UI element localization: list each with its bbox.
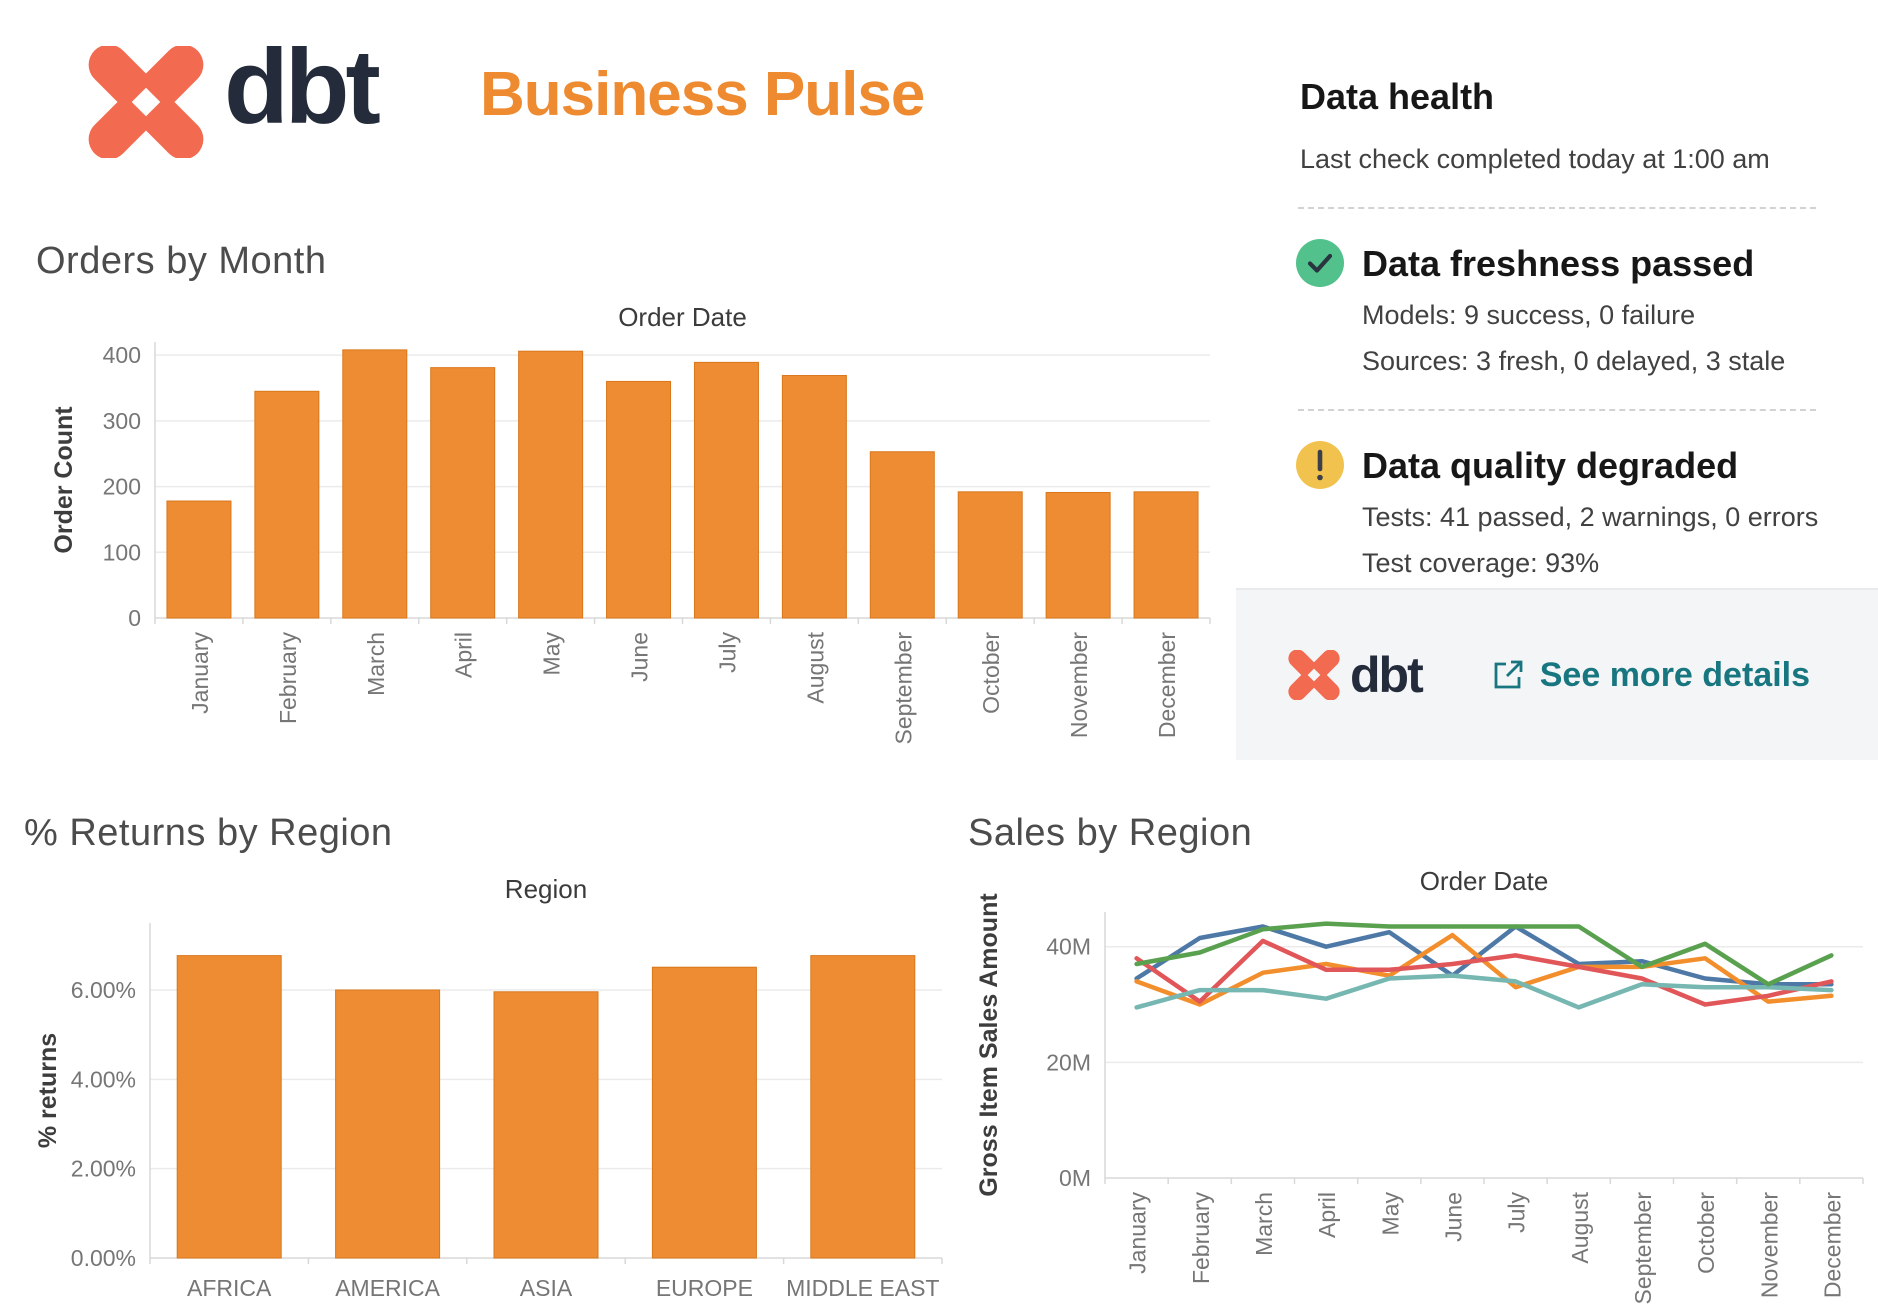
dashed-divider: [1298, 207, 1816, 209]
y-tick-label: 2.00%: [71, 1156, 136, 1182]
last-check-text: Last check completed today at 1:00 am: [1300, 144, 1770, 174]
x-tick-label: May: [539, 632, 565, 676]
x-tick-label: December: [1819, 1192, 1845, 1298]
returns-by-region-chart[interactable]: Region % returns 0.00% 2.00% 4.00% 6.00% AFRIC…: [30, 868, 980, 1312]
freshness-models-text: Models: 9 success, 0 failure: [1362, 300, 1696, 330]
data-health-panel: Data health Last check completed today a…: [1240, 60, 1878, 579]
y-tick-label: 4.00%: [71, 1066, 136, 1092]
x-tick-label: EUROPE: [656, 1275, 753, 1301]
y-tick-label: 0: [128, 605, 141, 631]
line-series-middle-east[interactable]: [1134, 921, 1834, 987]
see-more-details-link[interactable]: See more details: [1490, 656, 1810, 695]
x-tick-label: April: [451, 632, 477, 678]
y-tick-label: 300: [103, 408, 141, 434]
pane-title: Region: [505, 874, 587, 904]
dashed-divider: [1298, 409, 1816, 411]
bar-august[interactable]: [781, 375, 847, 619]
data-health-title: Data health: [1300, 76, 1495, 117]
pane-title: Order Date: [1420, 866, 1549, 896]
bar-september[interactable]: [869, 451, 935, 619]
freshness-status-row: Data freshness passed Models: 9 success,…: [1296, 239, 1878, 377]
external-link-icon: [1494, 660, 1523, 689]
x-tick-label: February: [275, 632, 301, 725]
bar-december[interactable]: [1133, 491, 1199, 619]
x-tick-label: August: [1567, 1191, 1593, 1263]
x-tick-label: AMERICA: [335, 1275, 440, 1301]
line-series-asia[interactable]: [1134, 938, 1834, 1007]
x-tick-label: May: [1377, 1192, 1403, 1236]
y-tick-label: 40M: [1046, 934, 1091, 960]
bar-february[interactable]: [254, 390, 320, 619]
y-tick-label: 6.00%: [71, 977, 136, 1003]
y-tick-label: 200: [103, 474, 141, 500]
see-more-details-label: See more details: [1539, 655, 1810, 694]
x-tick-label: April: [1314, 1192, 1340, 1238]
x-tick-label: October: [978, 632, 1004, 714]
x-tick-label: October: [1693, 1192, 1719, 1274]
orders-by-month-chart[interactable]: Order Date Order Count 0 100 200 300 400 Januar…: [50, 300, 1230, 770]
dbt-wordmark-small: dbt: [1350, 647, 1424, 703]
x-tick-label: March: [1251, 1192, 1277, 1256]
pane-title: Order Date: [618, 302, 747, 332]
bar-africa[interactable]: [176, 955, 282, 1259]
orders-by-month-title: Orders by Month: [36, 240, 327, 282]
dashboard-title: Business Pulse: [480, 60, 925, 129]
bar-june[interactable]: [606, 380, 672, 619]
y-tick-label: 100: [103, 539, 141, 565]
quality-tests-text: Tests: 41 passed, 2 warnings, 0 errors: [1362, 502, 1819, 532]
y-tick-label: 20M: [1046, 1049, 1091, 1075]
line-series-africa[interactable]: [1134, 924, 1834, 987]
x-tick-label: February: [1188, 1192, 1214, 1285]
dbt-logo-icon: [88, 46, 204, 158]
x-tick-label: September: [890, 632, 916, 745]
x-tick-label: January: [187, 632, 213, 714]
bar-march[interactable]: [342, 349, 408, 619]
freshness-sources-text: Sources: 3 fresh, 0 delayed, 3 stale: [1362, 346, 1786, 376]
bar-november[interactable]: [1045, 491, 1111, 619]
warning-circle-icon: [1296, 441, 1344, 489]
bar-america[interactable]: [335, 989, 441, 1259]
quality-status-title: Data quality degraded: [1362, 445, 1739, 486]
dbt-wordmark: dbt: [224, 28, 381, 146]
x-tick-label: January: [1125, 1192, 1151, 1274]
x-tick-label: MIDDLE EAST: [786, 1275, 939, 1301]
x-tick-label: December: [1154, 632, 1180, 738]
y-axis-label: Gross Item Sales Amount: [975, 893, 1003, 1197]
y-axis-label: % returns: [34, 1033, 62, 1148]
quality-coverage-text: Test coverage: 93%: [1362, 548, 1600, 578]
x-tick-label: ASIA: [520, 1275, 573, 1301]
bar-july[interactable]: [693, 361, 759, 619]
x-tick-label: AFRICA: [187, 1275, 272, 1301]
bar-january[interactable]: [166, 500, 232, 619]
bar-middle-east[interactable]: [810, 955, 916, 1259]
x-tick-label: March: [363, 632, 389, 696]
line-series-america[interactable]: [1134, 932, 1834, 1007]
x-tick-label: November: [1066, 632, 1092, 738]
y-tick-label: 400: [103, 342, 141, 368]
y-axis-label: Order Count: [50, 406, 78, 554]
quality-status-row: Data quality degraded Tests: 41 passed, …: [1296, 441, 1878, 579]
y-tick-label: 0M: [1059, 1165, 1091, 1191]
x-tick-label: July: [714, 632, 740, 673]
check-circle-icon: [1296, 239, 1344, 287]
bar-europe[interactable]: [651, 966, 757, 1259]
dbt-logo-icon-small: [1288, 650, 1340, 700]
x-tick-label: June: [1440, 1192, 1466, 1242]
bar-april[interactable]: [430, 367, 496, 619]
x-tick-label: July: [1504, 1192, 1530, 1233]
x-tick-label: August: [802, 631, 828, 703]
data-health-footer: dbt See more details: [1236, 588, 1878, 760]
bar-asia[interactable]: [493, 991, 599, 1259]
sales-by-region-chart[interactable]: Order Date Gross Item Sales Amount 0M 20M 40…: [975, 862, 1878, 1312]
x-tick-label: September: [1630, 1192, 1656, 1305]
returns-by-region-title: % Returns by Region: [24, 812, 393, 854]
sales-by-region-title: Sales by Region: [968, 812, 1253, 854]
y-tick-label: 0.00%: [71, 1245, 136, 1271]
bar-october[interactable]: [957, 491, 1023, 619]
line-series-europe[interactable]: [1134, 973, 1834, 1010]
bar-may[interactable]: [518, 350, 584, 619]
freshness-status-title: Data freshness passed: [1362, 243, 1755, 284]
x-tick-label: June: [627, 632, 653, 682]
x-tick-label: November: [1756, 1192, 1782, 1298]
